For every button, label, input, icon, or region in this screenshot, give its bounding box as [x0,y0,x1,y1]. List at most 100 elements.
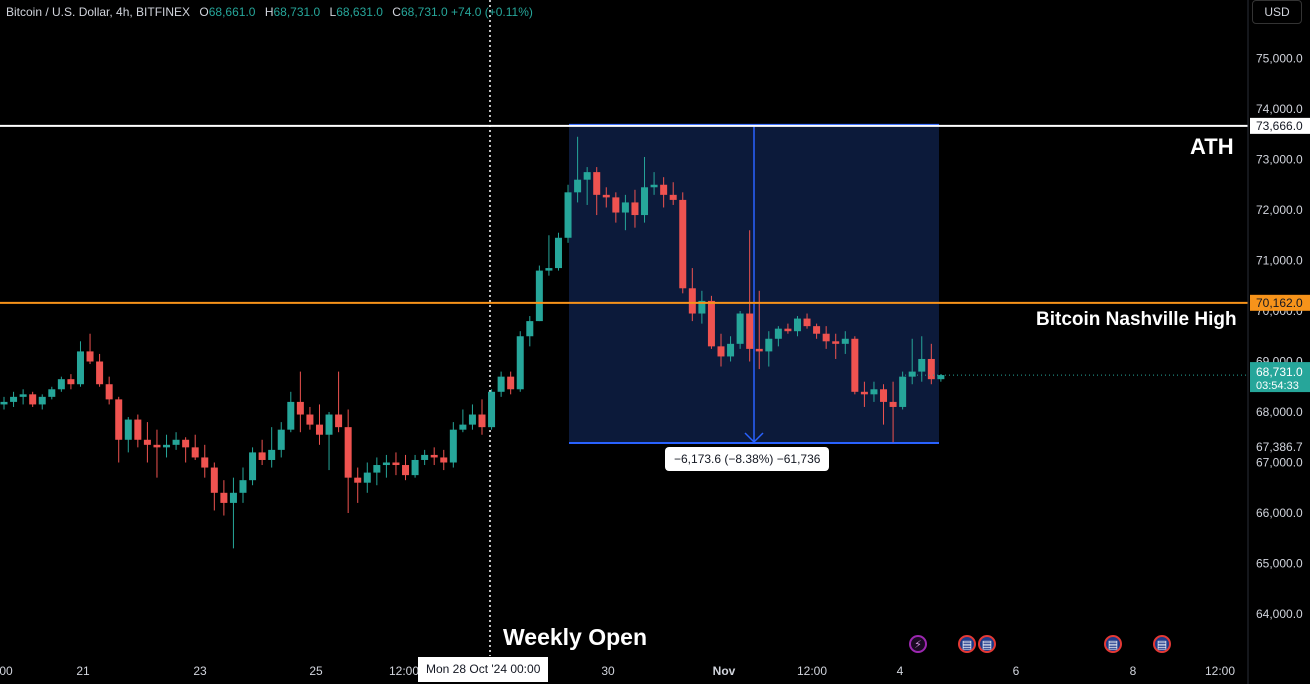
candle [574,136,582,203]
y-tick-label: 65,000.0 [1256,557,1303,571]
us-flag-icon[interactable]: ▤ [978,635,996,653]
x-tick-label: 6 [1013,664,1020,678]
candle-body [717,346,725,357]
candle [889,381,897,443]
candle [201,444,209,478]
candle-body [19,394,27,397]
candle-body [201,457,209,468]
candle [688,268,696,322]
candle-body [860,391,868,395]
candle [67,374,75,390]
candle-body [325,414,333,435]
candle [583,167,591,205]
x-tick-label: 30 [601,664,615,678]
candle [918,336,926,382]
candle [488,389,496,430]
low-value: 68,631.0 [336,5,383,19]
candle-body [574,179,582,193]
bar-countdown: 03:54:33 [1256,380,1299,392]
candle-body [803,318,811,327]
candle [373,457,381,486]
candle [746,230,754,362]
candle [860,381,868,407]
x-tick-label: 23 [193,664,207,678]
currency-selector[interactable]: USD [1252,0,1302,24]
candle [143,422,151,463]
candle [115,396,123,463]
candle [191,434,199,460]
x-tick-label: 8 [1130,664,1137,678]
price-axis [1248,0,1310,684]
candle-body [134,419,142,440]
candle-body [478,414,486,428]
candle-body [10,396,18,402]
candle-body [191,447,199,458]
candle-body [841,338,849,344]
candle [153,429,161,478]
candle-body [296,401,304,415]
chart-legend: Bitcoin / U.S. Dollar, 4h, BITFINEX O68,… [6,5,533,19]
candle-body [765,338,773,352]
candle-body [287,401,295,430]
candle-body [660,184,668,195]
candle-body [669,194,677,200]
candle-body [315,424,323,435]
candle [736,311,744,349]
candle [832,333,840,359]
high-key: H [264,5,274,19]
candle-body [421,454,429,460]
us-flag-icon[interactable]: ▤ [1153,635,1171,653]
us-flag-icon[interactable]: ▤ [958,635,976,653]
candle-body [774,328,782,339]
measure-low-price-label: 67,386.7 [1256,440,1303,454]
candle-body [210,467,218,493]
candle-body [593,172,601,195]
current-price-tag: 68,731.0 [1256,365,1303,379]
candle [717,333,725,367]
candle-body [344,427,352,478]
candle [803,313,811,329]
candle-body [889,401,897,407]
candle [354,467,362,503]
ath-price-tag: 73,666.0 [1256,119,1303,133]
candle-body [392,462,400,466]
candle-body [105,384,113,400]
candle [641,156,649,223]
candle-body [880,389,888,402]
candle [421,449,429,466]
candle-body [153,444,161,448]
current-price-tag-bg [1250,362,1310,393]
candle [899,371,907,410]
x-tick-label: 21 [76,664,90,678]
candle [182,437,190,463]
candle [478,399,486,435]
candle-body [707,300,715,347]
candle [402,454,410,481]
x-tick-label: 12:00 [389,664,419,678]
candle-body [449,429,457,463]
lightning-icon[interactable]: ⚡ [909,635,927,653]
candle [86,333,94,365]
candle-body [220,492,228,503]
y-tick-label: 75,000.0 [1256,52,1303,66]
candle [765,331,773,367]
candle [526,316,534,347]
us-flag-icon[interactable]: ▤ [1104,635,1122,653]
candle [822,326,830,349]
candle-body [526,321,534,337]
y-tick-label: 67,000.0 [1256,456,1303,470]
symbol-title: Bitcoin / U.S. Dollar, 4h, BITFINEX [6,5,191,19]
candle [105,376,113,405]
candle-body [755,348,763,352]
candle [612,192,620,223]
candle-body [927,358,935,380]
candle [535,265,543,322]
ath-price-tag-bg [1250,117,1310,134]
candle-body [67,379,75,385]
candle [793,316,801,337]
y-tick-label: 66,000.0 [1256,506,1303,520]
candle-body [688,288,696,314]
candle-body [86,351,94,362]
candle-body [440,457,448,463]
